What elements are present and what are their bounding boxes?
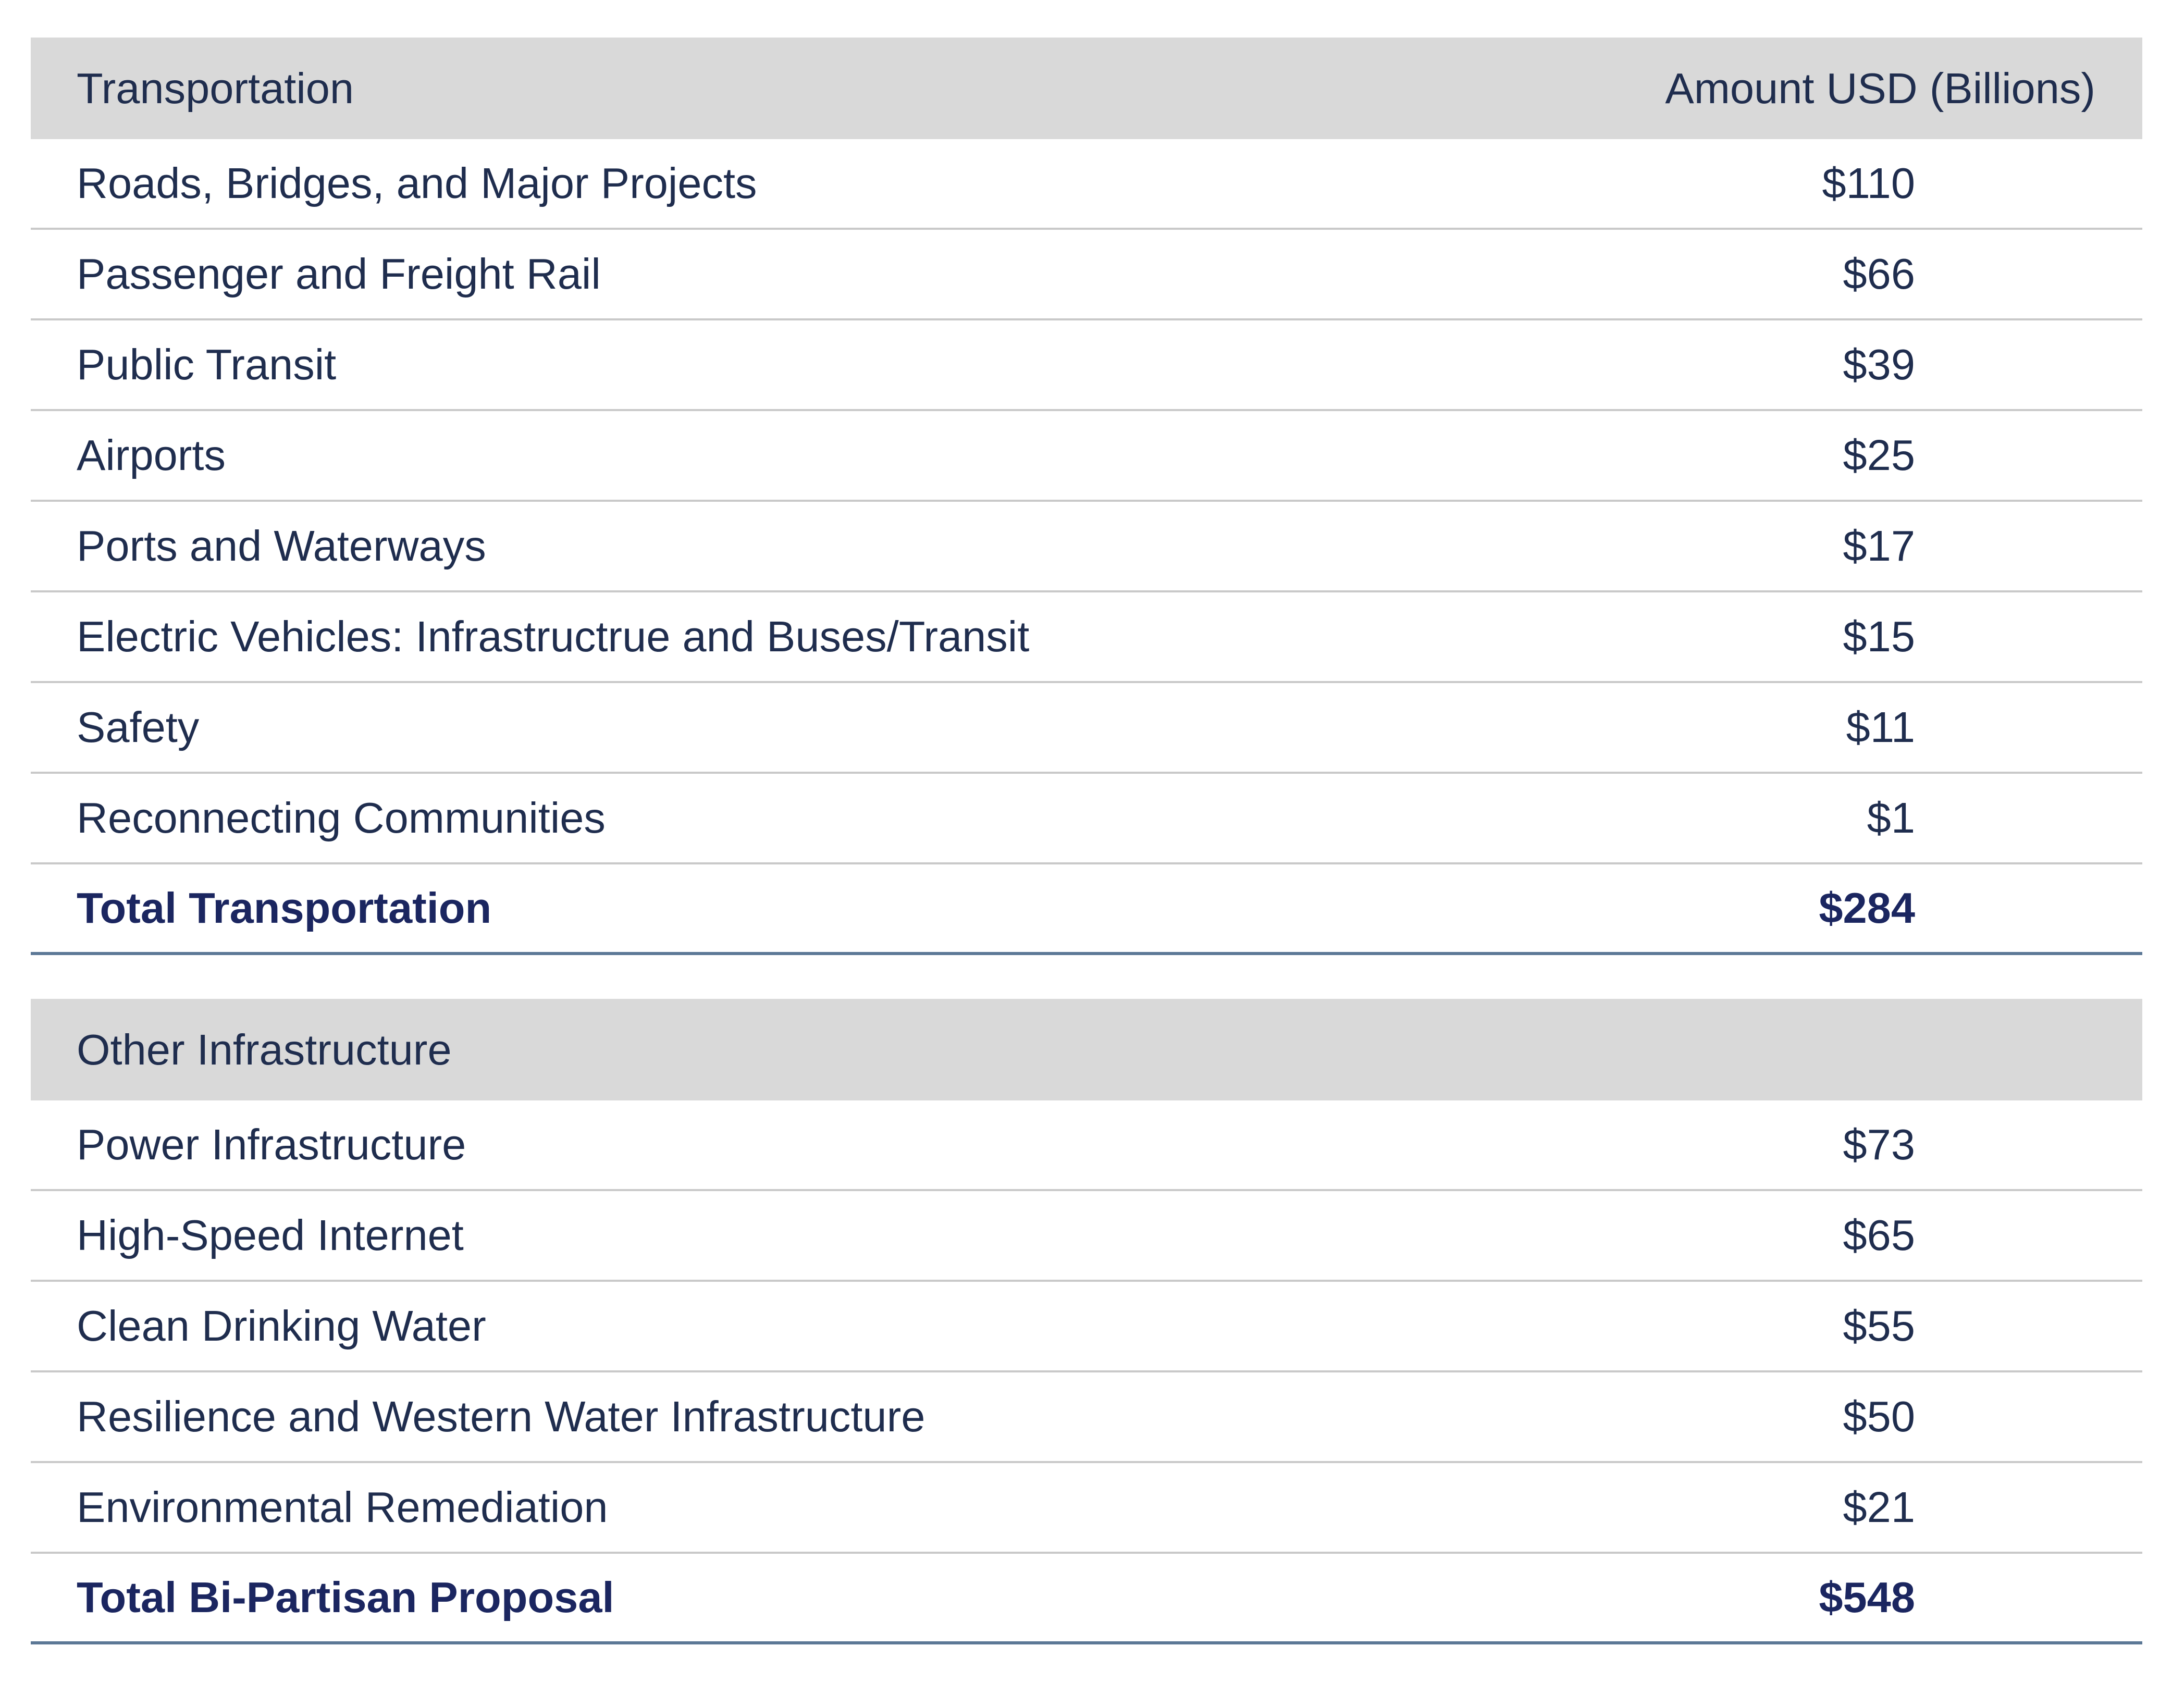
- row-label: Resilience and Western Water Infrastruct…: [77, 1392, 925, 1441]
- row-label: Passenger and Freight Rail: [77, 250, 601, 298]
- total-value: $284: [1819, 884, 1915, 932]
- row-value: $55: [1843, 1302, 1915, 1350]
- table-row: Ports and Waterways $17: [31, 502, 2142, 592]
- row-label: Electric Vehicles: Infrastructrue and Bu…: [77, 612, 1030, 661]
- table-row: Safety $11: [31, 683, 2142, 774]
- row-value: $1: [1867, 794, 1915, 842]
- table-row: Public Transit $39: [31, 320, 2142, 411]
- row-value: $66: [1843, 250, 1915, 298]
- total-row-transportation: Total Transportation $284: [31, 864, 2142, 955]
- total-value: $548: [1819, 1573, 1915, 1622]
- table-row: High-Speed Internet $65: [31, 1191, 2142, 1282]
- row-value: $11: [1846, 703, 1915, 751]
- row-value: $21: [1843, 1483, 1915, 1531]
- row-value: $110: [1822, 159, 1915, 207]
- table-row: Resilience and Western Water Infrastruct…: [31, 1372, 2142, 1463]
- section-title: Transportation: [77, 64, 354, 113]
- row-label: Environmental Remediation: [77, 1483, 608, 1531]
- table-row: Roads, Bridges, and Major Projects $110: [31, 139, 2142, 230]
- row-label: Safety: [77, 703, 200, 751]
- total-row-bipartisan: Total Bi-Partisan Proposal $548: [31, 1554, 2142, 1644]
- table-row: Reconnecting Communities $1: [31, 774, 2142, 864]
- row-label: Power Infrastructure: [77, 1120, 466, 1169]
- row-label: Clean Drinking Water: [77, 1302, 486, 1350]
- row-value: $15: [1843, 612, 1915, 661]
- row-value: $73: [1843, 1120, 1915, 1169]
- section-gap: [31, 955, 2142, 999]
- row-value: $17: [1843, 522, 1915, 570]
- section-title: Other Infrastructure: [77, 1025, 452, 1074]
- row-value: $50: [1843, 1392, 1915, 1441]
- row-label: Roads, Bridges, and Major Projects: [77, 159, 757, 207]
- row-value: $39: [1843, 340, 1915, 389]
- row-label: Reconnecting Communities: [77, 794, 606, 842]
- amount-column-header: Amount USD (Billions): [1665, 64, 2095, 113]
- row-label: High-Speed Internet: [77, 1211, 464, 1259]
- section-header-transportation: Transportation Amount USD (Billions): [31, 38, 2142, 139]
- table-row: Environmental Remediation $21: [31, 1463, 2142, 1554]
- total-label: Total Transportation: [77, 884, 492, 932]
- row-label: Ports and Waterways: [77, 522, 486, 570]
- table-row: Electric Vehicles: Infrastructrue and Bu…: [31, 592, 2142, 683]
- table-row: Passenger and Freight Rail $66: [31, 230, 2142, 320]
- infrastructure-table: Transportation Amount USD (Billions) Roa…: [31, 38, 2142, 1644]
- section-header-other-infrastructure: Other Infrastructure: [31, 999, 2142, 1100]
- table-row: Power Infrastructure $73: [31, 1100, 2142, 1191]
- row-label: Airports: [77, 431, 226, 479]
- table-row: Clean Drinking Water $55: [31, 1282, 2142, 1372]
- total-label: Total Bi-Partisan Proposal: [77, 1573, 614, 1622]
- row-value: $25: [1843, 431, 1915, 479]
- table-row: Airports $25: [31, 411, 2142, 502]
- row-value: $65: [1843, 1211, 1915, 1259]
- row-label: Public Transit: [77, 340, 337, 389]
